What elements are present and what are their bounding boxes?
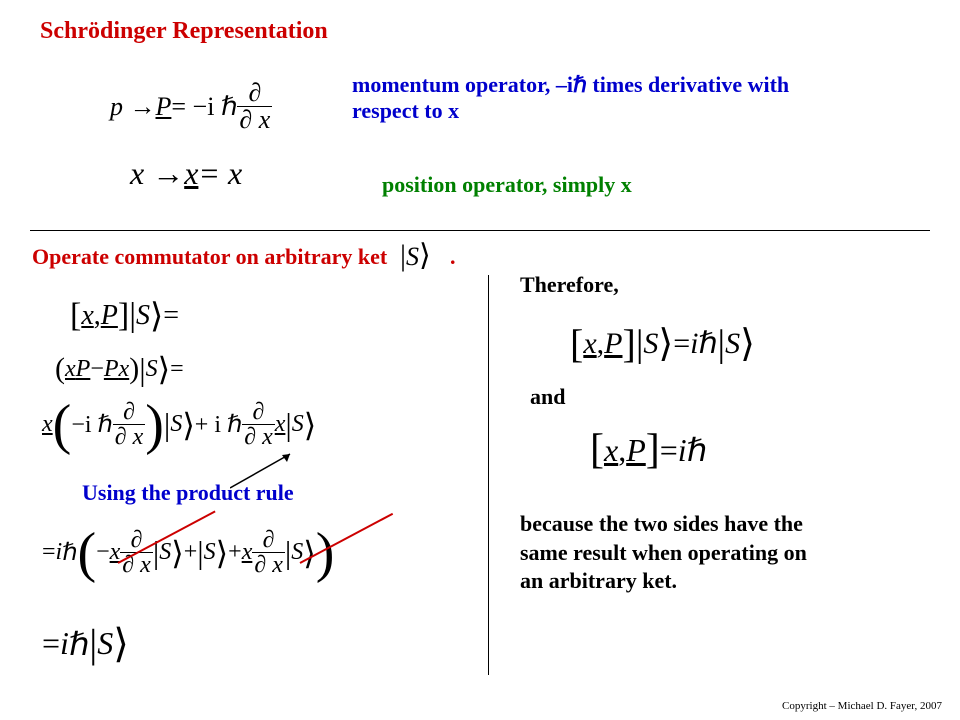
- ket-s-11: S: [725, 327, 740, 361]
- eq-expanded: x ( −i ℏ ∂∂ x ) |S⟩ + i ℏ ∂∂ x x |S⟩: [42, 400, 316, 449]
- eq-commutator-value: [x, P] = i ℏ: [590, 426, 707, 474]
- ket-s-7: S: [204, 539, 216, 566]
- eq-product-expanded: = i ℏ ( −x ∂∂ x |S⟩ + |S⟩ + x ∂∂ x |S⟩ ): [42, 528, 334, 577]
- partial-num: ∂: [237, 80, 272, 107]
- eq-momentum-operator: p → P = −i ℏ ∂ ∂ x: [110, 80, 272, 133]
- p-arrow: p →: [110, 92, 156, 122]
- operate-text: Operate commutator on arbitrary ket: [32, 244, 387, 270]
- divider-horizontal: [30, 230, 930, 231]
- x-under: x: [184, 155, 198, 192]
- equals-1: =: [163, 300, 179, 332]
- momentum-desc-l2: respect to x: [352, 98, 459, 123]
- product-rule-text: Using the product rule: [82, 480, 294, 506]
- ket-s-2: S: [136, 300, 150, 332]
- slide-title: Schrödinger Representation: [40, 18, 328, 45]
- because-text: because the two sides have the same resu…: [520, 510, 920, 596]
- plus-ih: + i ℏ: [195, 410, 242, 439]
- because-l1: because the two sides have the: [520, 511, 803, 536]
- ket-s-4: S: [170, 411, 182, 438]
- ket-s-10: S: [643, 327, 658, 361]
- partial-den: ∂ x: [237, 107, 272, 133]
- momentum-desc-l1: momentum operator, –iℏ times derivative …: [352, 72, 789, 97]
- eq-xp-px: (xP − Px) |S⟩ =: [55, 350, 184, 388]
- and-text: and: [530, 384, 565, 410]
- divider-vertical: [488, 275, 489, 675]
- ket-s-1: S: [406, 242, 419, 271]
- because-l2: same result when operating on: [520, 540, 807, 565]
- because-l3: an arbitrary ket.: [520, 568, 677, 593]
- eq-commutator-ket: [x, P] |S⟩ =: [70, 296, 179, 336]
- equals-2: =: [170, 356, 184, 383]
- therefore-text: Therefore,: [520, 272, 619, 298]
- eq-neg-ih: = −i ℏ: [171, 92, 237, 122]
- ket-angle-1: ⟩: [419, 239, 431, 272]
- position-desc: position operator, simply x: [382, 172, 632, 198]
- p-under: P: [156, 92, 172, 122]
- ket-s-inline: |S⟩: [400, 238, 431, 273]
- eq-position-operator: x → x = x: [130, 155, 242, 192]
- eq-commutator-result: [x, P] |S⟩ = i ℏ |S⟩: [570, 320, 755, 367]
- ket-s-3: S: [146, 356, 158, 383]
- ket-s-6: S: [159, 539, 171, 566]
- period-1: .: [450, 244, 456, 270]
- eq-x: = x: [198, 155, 242, 192]
- copyright-text: Copyright – Michael D. Fayer, 2007: [782, 700, 942, 712]
- momentum-desc: momentum operator, –iℏ times derivative …: [352, 72, 872, 124]
- eq-final-left: = i ℏ |S⟩: [42, 620, 129, 667]
- ket-s-5: S: [292, 411, 304, 438]
- minus-ih: −i ℏ: [71, 410, 112, 439]
- x-arrow: x →: [130, 155, 184, 192]
- ket-s-9: S: [97, 625, 113, 662]
